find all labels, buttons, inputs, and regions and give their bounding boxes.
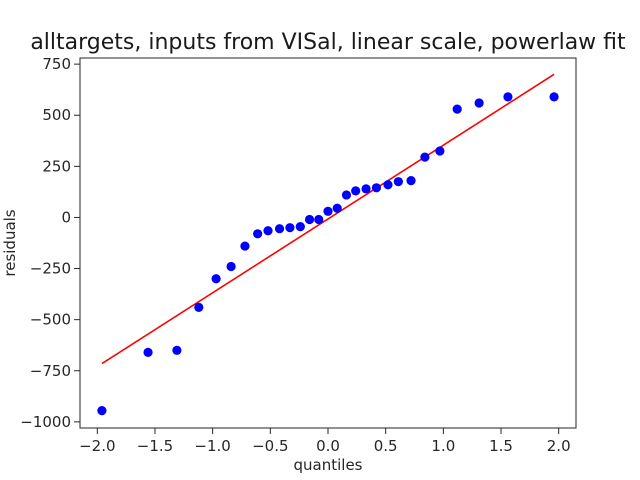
data-point (97, 406, 107, 416)
data-point (452, 104, 462, 114)
data-point (341, 190, 352, 200)
data-point (351, 186, 361, 196)
data-point (172, 345, 182, 355)
data-point (194, 302, 204, 312)
y-tick-label: 500 (42, 106, 71, 124)
x-axis-label: quantiles (294, 456, 363, 474)
data-point (274, 224, 285, 234)
data-point (323, 206, 333, 216)
data-point (420, 152, 430, 162)
data-point (332, 203, 342, 213)
data-point (285, 223, 295, 233)
data-point (314, 214, 324, 225)
x-tick-label: −1.5 (137, 437, 173, 455)
x-tick-label: −2.0 (79, 437, 115, 455)
y-tick-label: −1000 (20, 413, 71, 431)
data-point (143, 347, 153, 357)
data-point (295, 222, 305, 232)
x-tick-label: −0.5 (252, 437, 288, 455)
x-tick-label: 0.5 (374, 437, 398, 455)
y-tick-label: 0 (61, 208, 71, 226)
data-point (383, 180, 393, 190)
data-point (263, 226, 273, 236)
x-tick-label: 1.0 (431, 437, 455, 455)
data-point (240, 241, 250, 251)
y-tick-label: 250 (42, 157, 71, 175)
data-point (253, 229, 263, 239)
data-point (361, 184, 371, 194)
data-point (211, 274, 221, 284)
data-point (226, 261, 236, 272)
x-tick-label: 1.5 (489, 437, 513, 455)
x-tick-label: 2.0 (547, 437, 571, 455)
y-axis: −1000 −750 −500 −250 0 250 500 750 (20, 55, 80, 431)
data-point (304, 214, 315, 225)
data-point (435, 146, 445, 156)
x-tick-label: −1.0 (194, 437, 230, 455)
x-tick-label: 0.0 (316, 437, 340, 455)
fit-line (101, 73, 555, 365)
data-point (474, 98, 484, 108)
data-point (503, 92, 513, 102)
fit-line-group (101, 73, 555, 365)
data-point (549, 92, 559, 102)
y-tick-label: −500 (30, 311, 71, 329)
plot-frame (79, 57, 577, 429)
data-point (371, 183, 382, 193)
data-point (393, 177, 403, 187)
y-tick-label: 750 (42, 55, 71, 73)
data-points (97, 92, 559, 416)
y-tick-label: −750 (30, 362, 71, 380)
y-axis-label: residuals (1, 209, 19, 276)
x-axis: −2.0 −1.5 −1.0 −0.5 0.0 0.5 1.0 1.5 2.0 (79, 428, 571, 455)
plot-area (79, 57, 577, 429)
y-tick-label: −250 (30, 260, 71, 278)
chart-title: alltargets, inputs from VISal, linear sc… (30, 30, 626, 55)
data-point (406, 176, 416, 186)
